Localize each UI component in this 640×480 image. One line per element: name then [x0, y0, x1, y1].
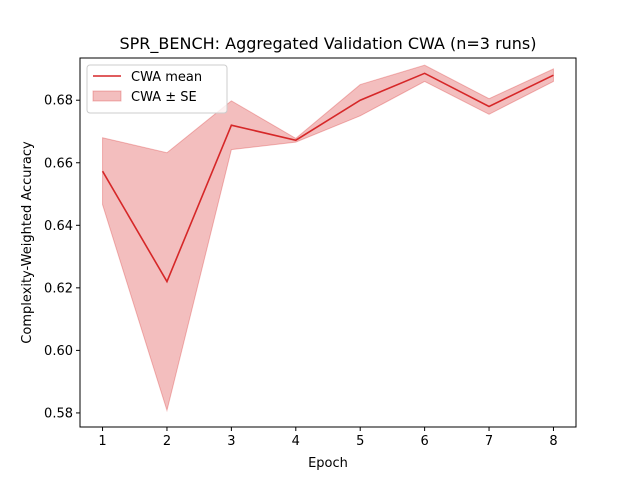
legend: CWA mean CWA ± SE — [86, 64, 228, 114]
axes-frame — [79, 57, 577, 428]
y-tick-label: 0.62 — [44, 281, 73, 296]
legend-mean-label: CWA mean — [131, 70, 202, 85]
x-tick-label: 7 — [485, 434, 493, 449]
x-tick-label: 6 — [420, 434, 428, 449]
y-tick-label: 0.64 — [44, 219, 73, 234]
cwa-mean-line — [101, 72, 554, 284]
cwa-se-band — [102, 64, 554, 413]
x-tick-label: 5 — [356, 434, 364, 449]
y-axis-ticks: 0.58 0.60 0.62 0.64 0.66 0.68 — [44, 94, 80, 421]
legend-box — [86, 64, 228, 114]
x-tick-label: 8 — [549, 434, 557, 449]
x-tick-label: 3 — [227, 434, 235, 449]
x-tick-label: 4 — [292, 434, 300, 449]
y-tick-label: 0.58 — [44, 406, 73, 421]
y-tick-label: 0.60 — [44, 344, 73, 359]
x-axis-label: Epoch — [308, 456, 348, 471]
plot-area — [101, 64, 554, 413]
legend-se-label: CWA ± SE — [131, 90, 197, 105]
y-axis-label: Complexity-Weighted Accuracy — [20, 141, 35, 344]
y-tick-label: 0.68 — [44, 94, 73, 109]
x-tick-label: 2 — [163, 434, 171, 449]
chart-title: SPR_BENCH: Aggregated Validation CWA (n=… — [119, 34, 536, 54]
x-tick-label: 1 — [98, 434, 106, 449]
x-axis-ticks: 1 2 3 4 5 6 7 8 — [98, 427, 558, 449]
y-tick-label: 0.66 — [44, 156, 73, 171]
legend-se-swatch — [92, 90, 122, 102]
